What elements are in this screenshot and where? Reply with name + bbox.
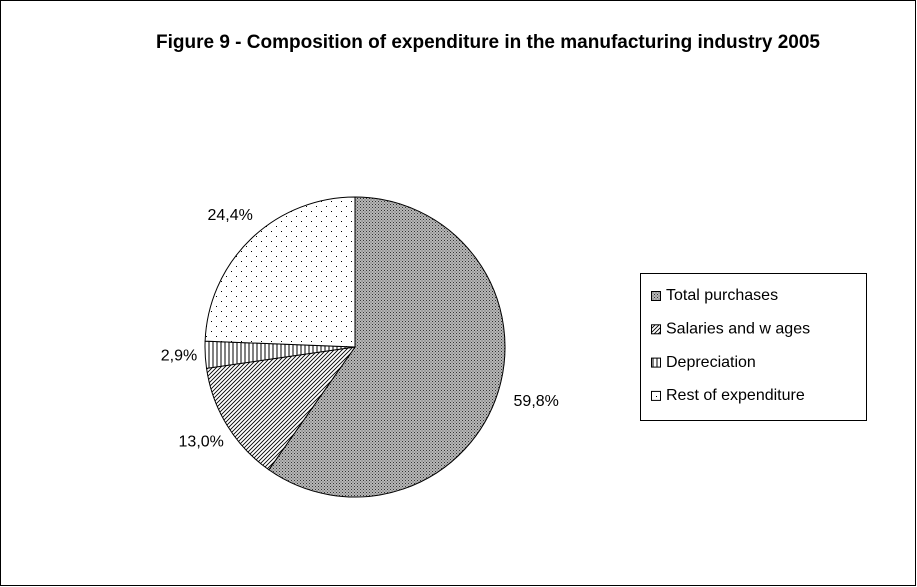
chart-title: Figure 9 - Composition of expenditure in…	[155, 32, 821, 53]
legend-label: Total purchases	[666, 287, 778, 304]
legend-label: Depreciation	[666, 354, 756, 371]
data-label: 24,4%	[207, 207, 252, 224]
data-label: 2,9%	[161, 348, 197, 365]
legend-swatch	[651, 390, 661, 401]
pie-slice	[205, 346, 357, 471]
legend-swatch	[651, 324, 661, 335]
pie-slice	[204, 196, 356, 348]
legend-label: Rest of expenditure	[666, 387, 805, 404]
legend-swatch	[651, 357, 661, 368]
data-label: 59,8%	[514, 393, 559, 410]
legend-box	[640, 273, 867, 421]
data-label: 13,0%	[179, 433, 224, 450]
legend-label: Salaries and w ages	[666, 321, 810, 338]
legend-swatch	[651, 291, 661, 301]
pie-slice	[268, 196, 506, 498]
